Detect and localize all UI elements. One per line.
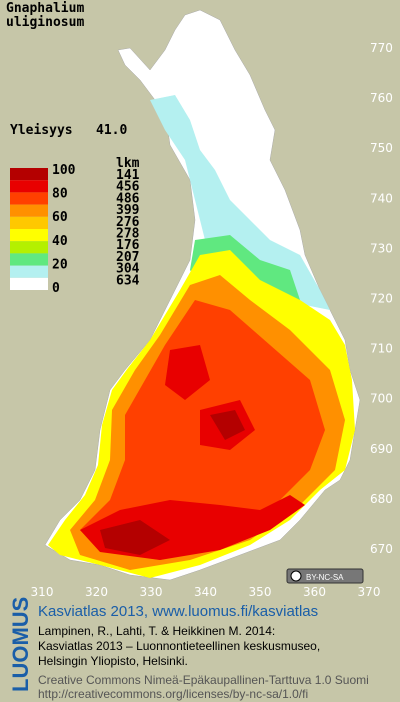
y-tick-label: 720 xyxy=(370,292,393,306)
map xyxy=(44,9,361,581)
region-top xyxy=(100,520,170,555)
citation: Lampinen, R., Lahti, T. & Heikkinen M. 2… xyxy=(38,624,275,638)
legend-swatch xyxy=(10,265,48,278)
y-tick-label: 680 xyxy=(370,492,393,506)
count: 207 xyxy=(116,250,139,265)
count: 634 xyxy=(116,273,140,288)
x-tick-label: 310 xyxy=(31,585,54,599)
y-tick-label: 710 xyxy=(370,342,393,356)
count: 278 xyxy=(116,227,140,242)
y-tick-label: 770 xyxy=(370,41,393,55)
y-tick-label: 760 xyxy=(370,91,393,105)
license: Creative Commons Nimeä-Epäkaupallinen-Ta… xyxy=(38,673,369,687)
count: 304 xyxy=(116,262,140,277)
count: 276 xyxy=(116,215,140,230)
legend-swatch xyxy=(10,253,48,266)
legend-swatch xyxy=(10,241,48,254)
brand: LUOMUS xyxy=(8,597,33,692)
legend-swatch xyxy=(10,168,48,181)
legend-swatch xyxy=(10,277,48,290)
citation: Kasviatlas 2013 – Luonnontieteellinen ke… xyxy=(38,639,320,653)
scale-label: 80 xyxy=(52,187,68,202)
region-top xyxy=(165,345,210,400)
license-badge: BY-NC-SA xyxy=(286,568,364,584)
count: 141 xyxy=(116,168,140,183)
y-tick-label: 690 xyxy=(370,442,393,456)
count: 486 xyxy=(116,191,140,206)
legend-swatch xyxy=(10,180,48,193)
license: http://creativecommons.org/licenses/by-n… xyxy=(38,687,308,701)
legend-swatch xyxy=(10,229,48,242)
region-top xyxy=(210,410,245,440)
axes: 770 760 750 740 730 720 710 700 690 680 670 310 320 3… xyxy=(31,41,393,599)
badge-text: BY-NC-SA xyxy=(306,573,344,582)
count: 456 xyxy=(116,180,140,195)
count: 399 xyxy=(116,203,139,218)
y-tick-label: 670 xyxy=(370,542,393,556)
frequency-value: 41.0 xyxy=(96,123,127,138)
x-tick-label: 320 xyxy=(85,585,108,599)
species-name: Gnaphalium xyxy=(6,1,84,16)
count: 176 xyxy=(116,238,140,253)
legend-swatch xyxy=(10,192,48,205)
legend-swatch xyxy=(10,204,48,217)
legend-swatch xyxy=(10,216,48,229)
legend: 100 80 60 40 20 0 1414564863992762781762073046… xyxy=(10,163,140,296)
scale-label: 0 xyxy=(52,281,60,296)
region-low xyxy=(150,95,330,310)
y-tick-label: 740 xyxy=(370,191,393,205)
scale-label: 60 xyxy=(52,210,68,225)
x-tick-label: 370 xyxy=(358,585,381,599)
frequency-label: Yleisyys xyxy=(10,123,73,138)
scale-label: 40 xyxy=(52,234,68,249)
x-tick-label: 340 xyxy=(194,585,217,599)
y-tick-label: 750 xyxy=(370,141,393,155)
headline: Kasviatlas 2013, www.luomus.fi/kasviatla… xyxy=(38,603,318,620)
y-tick-label: 700 xyxy=(370,392,393,406)
species-name: uliginosum xyxy=(6,15,84,30)
x-tick-label: 350 xyxy=(249,585,272,599)
scale-label: 100 xyxy=(52,163,76,178)
scale-label: 20 xyxy=(52,257,68,272)
citation: Helsingin Yliopisto, Helsinki. xyxy=(38,654,188,668)
count-header: lkm xyxy=(116,156,140,171)
x-tick-label: 330 xyxy=(140,585,163,599)
x-tick-label: 360 xyxy=(303,585,326,599)
y-tick-label: 730 xyxy=(370,241,393,255)
